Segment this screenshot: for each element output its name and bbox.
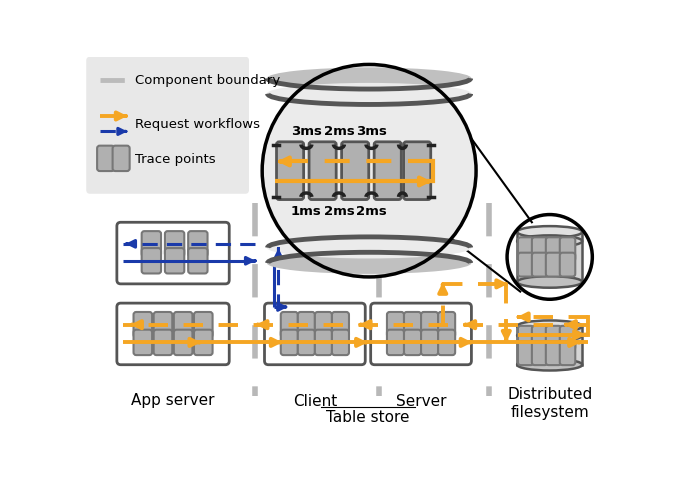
Text: Server: Server [396,394,446,408]
Text: Trace points: Trace points [135,153,216,166]
FancyBboxPatch shape [141,232,161,257]
Text: Component boundary: Component boundary [135,74,280,87]
Ellipse shape [267,84,471,105]
FancyBboxPatch shape [281,312,298,338]
FancyBboxPatch shape [117,303,229,365]
FancyBboxPatch shape [194,312,213,338]
FancyBboxPatch shape [560,238,575,262]
Text: 2ms: 2ms [324,125,354,138]
FancyBboxPatch shape [387,330,404,355]
Text: 1ms: 1ms [291,205,322,218]
Ellipse shape [267,238,471,259]
FancyBboxPatch shape [298,312,315,338]
FancyBboxPatch shape [174,312,193,338]
Text: 2ms: 2ms [324,205,354,218]
FancyBboxPatch shape [264,303,365,365]
FancyBboxPatch shape [404,143,431,200]
Text: Client: Client [293,394,337,408]
FancyBboxPatch shape [560,342,575,365]
FancyBboxPatch shape [374,143,402,200]
FancyBboxPatch shape [315,312,332,338]
FancyBboxPatch shape [332,312,349,338]
Ellipse shape [517,359,582,371]
FancyBboxPatch shape [97,146,114,172]
FancyBboxPatch shape [421,330,438,355]
FancyBboxPatch shape [518,342,533,365]
FancyBboxPatch shape [421,312,438,338]
Text: Distributed
filesystem: Distributed filesystem [507,386,592,419]
Bar [517,326,582,365]
FancyBboxPatch shape [188,232,208,257]
FancyBboxPatch shape [404,312,421,338]
FancyBboxPatch shape [546,253,562,277]
FancyBboxPatch shape [532,342,547,365]
FancyBboxPatch shape [154,330,172,355]
FancyBboxPatch shape [560,253,575,277]
Bar [517,232,582,282]
FancyBboxPatch shape [560,326,575,350]
FancyBboxPatch shape [532,238,547,262]
FancyBboxPatch shape [438,330,455,355]
FancyBboxPatch shape [134,330,152,355]
FancyBboxPatch shape [277,143,304,200]
FancyBboxPatch shape [438,312,455,338]
FancyBboxPatch shape [117,223,229,284]
FancyBboxPatch shape [279,130,460,213]
Ellipse shape [267,253,471,274]
FancyBboxPatch shape [154,312,172,338]
Circle shape [262,65,476,277]
FancyBboxPatch shape [404,330,421,355]
FancyBboxPatch shape [134,312,152,338]
FancyBboxPatch shape [387,312,404,338]
Text: 2ms: 2ms [356,205,387,218]
Ellipse shape [517,276,582,288]
Ellipse shape [517,321,582,332]
FancyBboxPatch shape [546,326,562,350]
FancyBboxPatch shape [165,249,184,274]
Ellipse shape [517,227,582,238]
Text: 3ms: 3ms [291,125,322,138]
FancyBboxPatch shape [188,249,208,274]
FancyBboxPatch shape [112,146,130,172]
FancyBboxPatch shape [546,238,562,262]
Text: App server: App server [131,392,215,407]
FancyBboxPatch shape [281,330,298,355]
Text: Table store: Table store [326,409,409,424]
FancyBboxPatch shape [371,303,471,365]
Text: 3ms: 3ms [356,125,387,138]
FancyBboxPatch shape [165,232,184,257]
FancyBboxPatch shape [309,143,336,200]
FancyBboxPatch shape [298,330,315,355]
FancyBboxPatch shape [194,330,213,355]
FancyBboxPatch shape [518,238,533,262]
FancyBboxPatch shape [546,342,562,365]
FancyBboxPatch shape [518,253,533,277]
FancyBboxPatch shape [86,58,249,194]
FancyBboxPatch shape [342,143,368,200]
FancyBboxPatch shape [174,330,193,355]
FancyBboxPatch shape [332,330,349,355]
FancyBboxPatch shape [141,249,161,274]
FancyBboxPatch shape [518,326,533,350]
FancyBboxPatch shape [315,330,332,355]
Ellipse shape [267,68,471,90]
FancyBboxPatch shape [532,326,547,350]
Text: Request workflows: Request workflows [135,118,260,131]
FancyBboxPatch shape [532,253,547,277]
